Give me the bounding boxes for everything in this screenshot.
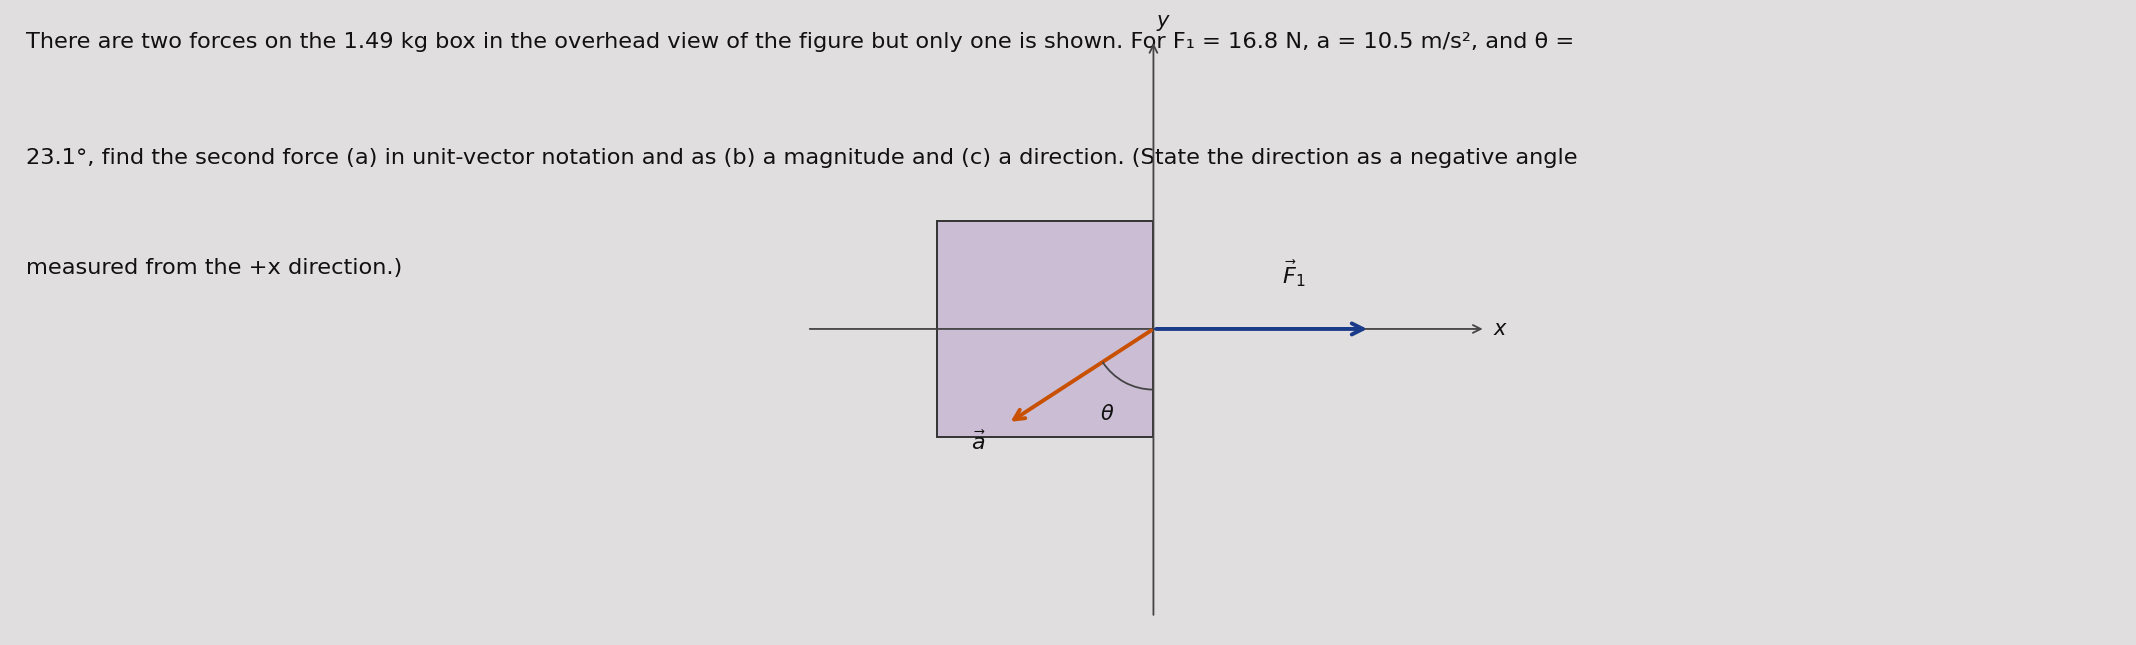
Bar xyxy=(938,221,1153,437)
Text: $y$: $y$ xyxy=(1156,13,1171,33)
Text: There are two forces on the 1.49 kg box in the overhead view of the figure but o: There are two forces on the 1.49 kg box … xyxy=(26,32,1574,52)
Text: measured from the +x direction.): measured from the +x direction.) xyxy=(26,258,402,278)
Text: $\theta$: $\theta$ xyxy=(1100,404,1115,424)
Text: $\vec{F}_1$: $\vec{F}_1$ xyxy=(1282,258,1305,288)
Text: 23.1°, find the second force (a) in unit-vector notation and as (b) a magnitude : 23.1°, find the second force (a) in unit… xyxy=(26,148,1576,168)
Text: $x$: $x$ xyxy=(1493,319,1508,339)
Text: $\vec{a}$: $\vec{a}$ xyxy=(972,430,987,453)
